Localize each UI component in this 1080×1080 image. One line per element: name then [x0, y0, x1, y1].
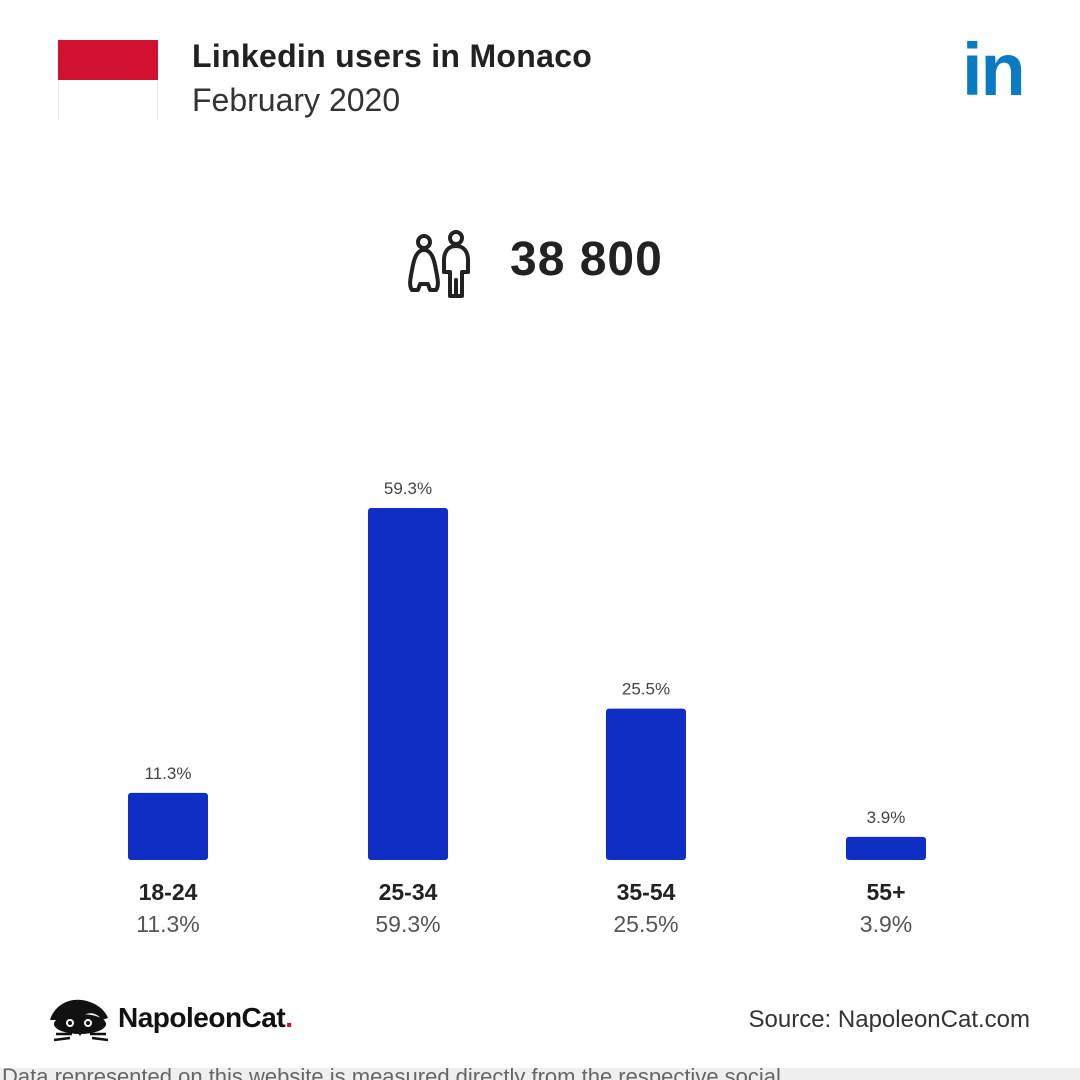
bar-value-label: 59.3% — [384, 479, 432, 498]
brand-name: NapoleonCat. — [118, 1002, 293, 1034]
monaco-flag — [58, 40, 158, 120]
bar-55+ — [846, 836, 926, 860]
category-label: 35-54 — [617, 879, 676, 905]
bar-35-54 — [606, 708, 686, 860]
napoleoncat-logo-icon — [50, 999, 109, 1042]
page-subtitle: February 2020 — [192, 82, 401, 118]
bar-25-34 — [368, 508, 448, 860]
flag-white-stripe — [58, 80, 158, 120]
bottom-disclaimer-text: Data represented on this website is meas… — [2, 1068, 781, 1080]
users-total: 38 800 — [404, 228, 704, 300]
category-percent: 25.5% — [613, 911, 678, 937]
category-label: 55+ — [866, 879, 905, 905]
category-percent: 59.3% — [375, 911, 440, 937]
category-percent: 3.9% — [860, 911, 912, 937]
linkedin-logo-icon: in — [962, 28, 1026, 111]
category-label: 25-34 — [379, 879, 438, 905]
source-text: Source: NapoleonCat.com — [748, 1006, 1030, 1033]
users-icon — [408, 230, 470, 298]
users-count: 38 800 — [510, 233, 663, 286]
brand-name-text: NapoleonCat — [118, 1002, 286, 1033]
flag-red-stripe — [58, 40, 158, 80]
bar-value-label: 11.3% — [145, 764, 192, 783]
category-percent: 11.3% — [136, 911, 200, 937]
category-label: 18-24 — [139, 879, 198, 905]
bar-value-label: 25.5% — [622, 680, 670, 699]
page-title: Linkedin users in Monaco — [192, 38, 593, 74]
brand-dot: . — [285, 1002, 293, 1033]
bar-value-label: 3.9% — [867, 808, 906, 827]
bar-18-24 — [128, 792, 208, 860]
bottom-disclaimer: Data represented on this website is meas… — [0, 1068, 1080, 1080]
